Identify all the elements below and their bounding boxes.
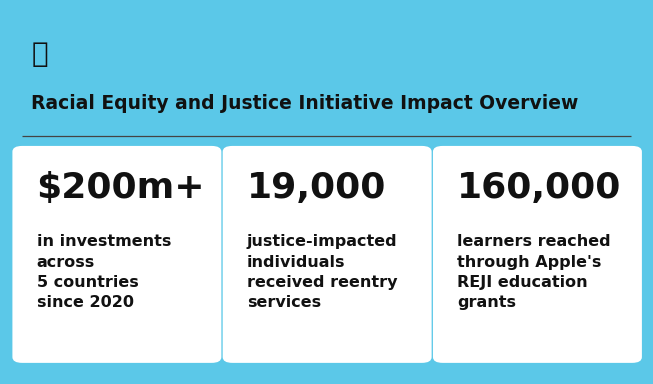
Text: 160,000: 160,000 bbox=[457, 171, 622, 205]
Text: learners reached
through Apple's
REJI education
grants: learners reached through Apple's REJI ed… bbox=[457, 234, 611, 310]
Text: Racial Equity and Justice Initiative Impact Overview: Racial Equity and Justice Initiative Imp… bbox=[31, 94, 579, 113]
FancyBboxPatch shape bbox=[12, 146, 221, 363]
FancyBboxPatch shape bbox=[433, 146, 642, 363]
Text: 19,000: 19,000 bbox=[247, 171, 386, 205]
Text: justice-impacted
individuals
received reentry
services: justice-impacted individuals received re… bbox=[247, 234, 398, 310]
Text: $200m+: $200m+ bbox=[37, 171, 205, 205]
Text: in investments
across
5 countries
since 2020: in investments across 5 countries since … bbox=[37, 234, 171, 310]
Text: :  bbox=[31, 40, 48, 68]
FancyBboxPatch shape bbox=[223, 146, 432, 363]
